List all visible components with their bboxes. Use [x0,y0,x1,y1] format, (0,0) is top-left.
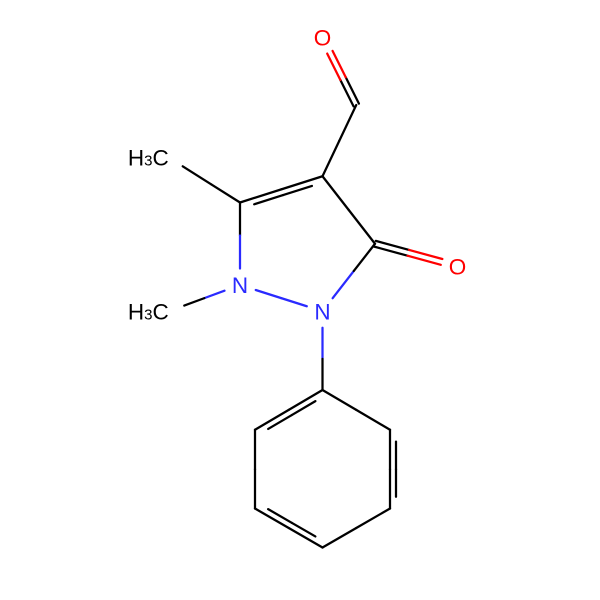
bond [292,401,316,415]
bond [204,291,224,298]
bond [340,80,353,106]
bond [346,77,359,103]
bond [349,210,375,244]
bond [292,523,316,537]
bond [323,390,357,410]
atom-label-N1: N [232,273,248,298]
atom-label-C7_CH3_on_N1: H3C [128,299,169,324]
bond [356,509,390,529]
atom-label-N2: N [314,299,330,324]
bond [333,51,346,77]
bond [268,509,292,523]
atom-label-O10_CHO_O: O [314,25,332,50]
bond [183,166,212,184]
bond [356,410,390,430]
atom-label-O8_ketone: O [449,254,467,279]
bond [240,189,281,202]
bond [323,528,357,548]
bond [211,184,240,202]
bond [268,415,292,429]
bond [323,141,340,177]
bond [281,298,307,306]
bond [256,290,282,298]
bond [339,105,356,141]
bond [323,176,349,210]
atom-label-C6_CH3_on_C5: H3C [128,145,169,170]
bond [333,271,354,298]
bond [281,176,322,189]
bond [354,244,375,271]
molecule-diagram: N N H3C H3C O O [0,0,600,600]
bond [184,298,204,305]
bond [327,54,340,80]
